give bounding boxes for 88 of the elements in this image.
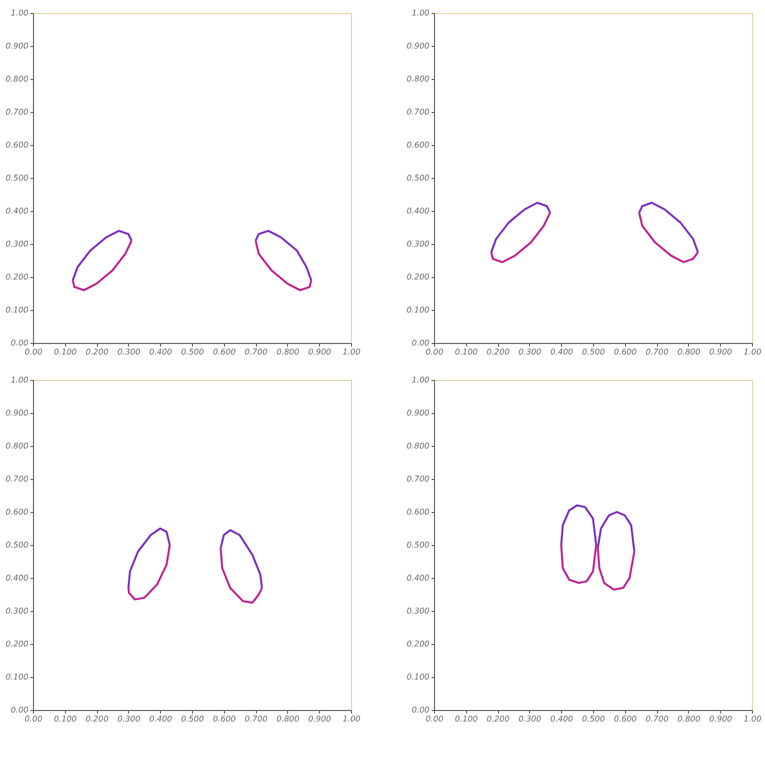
x-tick-label: 0.500 bbox=[181, 348, 204, 356]
x-tick-label: 0.300 bbox=[518, 714, 542, 724]
y-tick-label: 1.00 bbox=[412, 8, 430, 18]
x-tick-label: 0.900 bbox=[308, 714, 332, 724]
x-tick-label: 0.700 bbox=[646, 714, 669, 724]
y-tick-label: 0.00 bbox=[10, 338, 28, 348]
x-tick-label: 0.200 bbox=[86, 714, 109, 724]
y-tick-label: 0.900 bbox=[6, 42, 28, 50]
x-tick-label: 0.200 bbox=[486, 348, 510, 356]
x-tick-label: 0.900 bbox=[308, 348, 332, 356]
x-tick-label: 0.00 bbox=[24, 714, 42, 724]
x-tick-label: 0.100 bbox=[54, 714, 77, 724]
y-tick-label: 0.100 bbox=[6, 672, 28, 682]
y-tick-label: 0.200 bbox=[6, 640, 28, 648]
x-tick-label: 0.900 bbox=[709, 348, 732, 356]
y-tick-label: 0.500 bbox=[406, 540, 430, 550]
y-tick-label: 0.300 bbox=[6, 240, 28, 248]
x-tick-label: 0.00 bbox=[24, 348, 42, 356]
y-tick-label: 0.400 bbox=[406, 206, 430, 216]
x-tick-label: 0.300 bbox=[117, 714, 140, 724]
y-tick-label: 0.100 bbox=[406, 306, 430, 314]
y-tick-label: 0.900 bbox=[6, 408, 28, 418]
y-tick-label: 0.600 bbox=[406, 140, 430, 150]
y-tick-label: 0.200 bbox=[406, 640, 430, 648]
x-tick-label: 0.800 bbox=[677, 714, 700, 724]
x-tick-label: 1.00 bbox=[342, 714, 360, 724]
y-tick-label: 0.700 bbox=[406, 108, 430, 116]
x-tick-label: 0.800 bbox=[276, 348, 300, 356]
y-tick-label: 1.00 bbox=[10, 8, 28, 18]
y-tick-label: 0.800 bbox=[6, 442, 28, 450]
y-tick-label: 0.500 bbox=[6, 540, 28, 550]
x-tick-label: 1.00 bbox=[744, 714, 762, 724]
y-tick-label: 0.800 bbox=[406, 74, 430, 84]
y-tick-label: 0.00 bbox=[412, 338, 430, 348]
y-tick-label: 0.00 bbox=[412, 706, 430, 714]
y-tick-label: 0.100 bbox=[6, 306, 28, 314]
x-tick-label: 0.500 bbox=[181, 714, 204, 724]
y-tick-label: 0.400 bbox=[6, 206, 28, 216]
x-tick-label: 0.100 bbox=[54, 348, 77, 356]
x-tick-label: 0.100 bbox=[454, 348, 478, 356]
x-tick-label: 0.700 bbox=[646, 348, 669, 356]
y-tick-label: 0.400 bbox=[6, 574, 28, 582]
y-tick-label: 0.200 bbox=[6, 272, 28, 282]
y-tick-label: 0.400 bbox=[406, 574, 430, 582]
y-tick-label: 0.600 bbox=[6, 140, 28, 150]
x-tick-label: 0.600 bbox=[614, 348, 637, 356]
x-tick-label: 0.500 bbox=[582, 348, 605, 356]
y-tick-label: 0.300 bbox=[406, 240, 430, 248]
x-tick-label: 0.00 bbox=[426, 348, 444, 356]
x-tick-label: 0.500 bbox=[582, 714, 605, 724]
x-tick-label: 0.700 bbox=[244, 714, 268, 724]
x-tick-label: 0.200 bbox=[486, 714, 510, 724]
y-tick-label: 0.900 bbox=[406, 408, 430, 418]
x-tick-label: 1.00 bbox=[342, 348, 360, 356]
y-tick-label: 0.500 bbox=[6, 174, 28, 182]
y-tick-label: 1.00 bbox=[10, 376, 28, 384]
x-tick-label: 0.400 bbox=[149, 714, 172, 724]
y-tick-label: 0.200 bbox=[406, 272, 430, 282]
x-tick-label: 0.100 bbox=[454, 714, 478, 724]
y-tick-label: 0.700 bbox=[6, 108, 28, 116]
y-tick-label: 0.300 bbox=[6, 606, 28, 616]
x-tick-label: 0.200 bbox=[86, 348, 109, 356]
x-tick-label: 0.600 bbox=[212, 714, 236, 724]
x-tick-label: 0.400 bbox=[550, 714, 574, 724]
x-tick-label: 1.00 bbox=[744, 348, 762, 356]
x-tick-label: 0.800 bbox=[677, 348, 700, 356]
y-tick-label: 0.600 bbox=[6, 508, 28, 516]
y-tick-label: 0.300 bbox=[406, 606, 430, 616]
y-tick-label: 0.900 bbox=[406, 42, 430, 50]
x-tick-label: 0.300 bbox=[518, 348, 542, 356]
y-tick-label: 0.800 bbox=[6, 74, 28, 84]
y-tick-label: 0.700 bbox=[6, 474, 28, 484]
x-tick-label: 0.600 bbox=[614, 714, 637, 724]
x-tick-label: 0.300 bbox=[117, 348, 140, 356]
x-tick-label: 0.700 bbox=[244, 348, 268, 356]
x-tick-label: 0.00 bbox=[426, 714, 444, 724]
y-tick-label: 0.800 bbox=[406, 442, 430, 450]
y-tick-label: 0.500 bbox=[406, 174, 430, 182]
x-tick-label: 0.900 bbox=[709, 714, 732, 724]
y-tick-label: 0.600 bbox=[406, 508, 430, 516]
y-tick-label: 0.100 bbox=[406, 672, 430, 682]
x-tick-label: 0.800 bbox=[276, 714, 300, 724]
y-tick-label: 0.00 bbox=[10, 706, 28, 714]
x-tick-label: 0.400 bbox=[550, 348, 574, 356]
y-tick-label: 1.00 bbox=[412, 376, 430, 384]
x-tick-label: 0.400 bbox=[149, 348, 172, 356]
x-tick-label: 0.600 bbox=[212, 348, 236, 356]
y-tick-label: 0.700 bbox=[406, 474, 430, 484]
